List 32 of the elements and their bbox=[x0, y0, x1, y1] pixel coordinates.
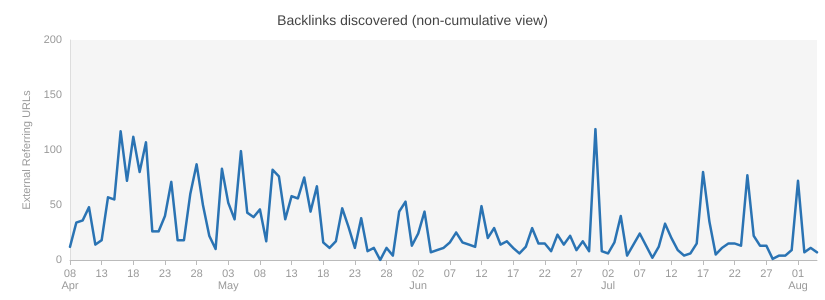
x-tick-label: 13 bbox=[96, 268, 108, 280]
x-tick-label: 03 May bbox=[218, 268, 240, 292]
y-tick-label: 50 bbox=[50, 199, 62, 211]
x-tick-label: 27 bbox=[760, 268, 772, 280]
x-tick-label: 12 bbox=[665, 268, 678, 280]
line-series bbox=[68, 128, 818, 262]
x-tick-label: 17 bbox=[507, 268, 520, 280]
y-tick-label: 100 bbox=[44, 144, 62, 156]
y-axis-title: External Referring URLs bbox=[21, 90, 34, 210]
x-tick-label: 08 bbox=[254, 268, 266, 280]
x-tick-label: 08 Apr bbox=[61, 268, 79, 292]
x-tick-label: 07 bbox=[444, 268, 456, 280]
x-tick-label: 18 bbox=[317, 268, 330, 280]
x-tick-label: 22 bbox=[728, 268, 741, 280]
x-tick-label: 02 Jun bbox=[409, 268, 428, 292]
x-tick-label: 12 bbox=[475, 268, 488, 280]
x-tick-label: 27 bbox=[570, 268, 583, 280]
x-tick-label: 22 bbox=[538, 268, 551, 280]
x-tick-label: 23 bbox=[158, 268, 172, 280]
x-tick-label: 17 bbox=[696, 268, 710, 280]
x-tick-label: 02 Jul bbox=[601, 268, 616, 292]
y-tick-label: 0 bbox=[56, 254, 62, 266]
x-tick-label: 23 bbox=[348, 268, 361, 280]
x-tick-label: 18 bbox=[127, 268, 140, 280]
x-tick-label: 28 bbox=[190, 268, 203, 280]
x-tick-label: 01 Aug bbox=[788, 268, 808, 292]
chart-title: Backlinks discovered (non-cumulative view) bbox=[277, 12, 548, 28]
x-tick-label: 07 bbox=[634, 268, 646, 280]
y-tick-label: 150 bbox=[44, 89, 62, 101]
x-tick-label: 13 bbox=[285, 268, 298, 280]
y-tick-label: 200 bbox=[44, 34, 62, 46]
x-tick-label: 28 bbox=[380, 268, 393, 280]
